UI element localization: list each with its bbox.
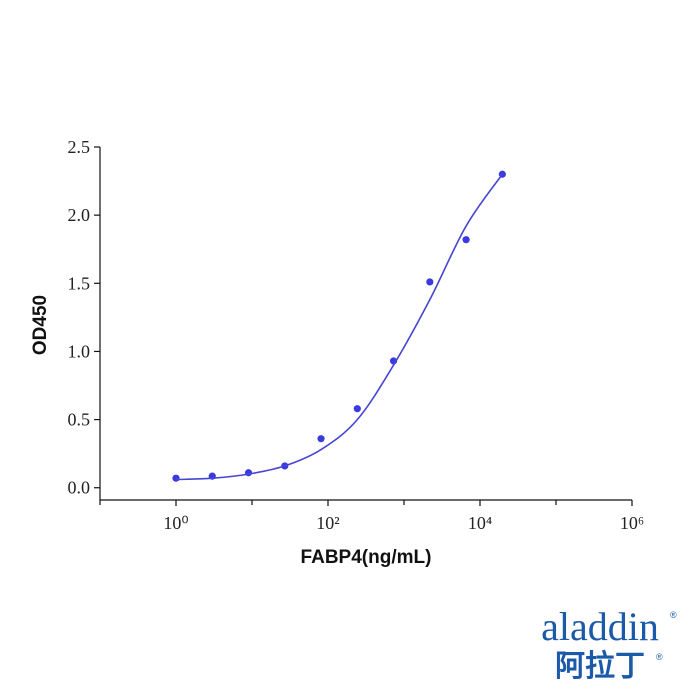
logo: aladdin ® 阿拉丁 ®	[541, 604, 677, 684]
logo-mark: ®	[656, 652, 663, 662]
x-axis-label: FABP4(ng/mL)	[301, 547, 432, 568]
logo-mark: ®	[670, 610, 677, 620]
x-tick-label: 10²	[316, 513, 339, 533]
logo-cn: 阿拉丁	[555, 649, 645, 684]
data-point	[426, 278, 434, 286]
data-point	[353, 405, 361, 413]
data-point	[462, 236, 470, 244]
y-tick-label: 1.0	[68, 341, 91, 361]
y-tick-label: 0.5	[68, 410, 91, 430]
y-tick-label: 0.0	[68, 478, 91, 498]
y-tick-label: 2.5	[68, 137, 91, 157]
x-tick-label: 10⁶	[620, 513, 644, 533]
y-axis-label: OD450	[30, 295, 51, 355]
fit-curve	[175, 173, 504, 481]
logo-text: aladdin	[541, 604, 659, 649]
y-tick-label: 2.0	[68, 205, 91, 225]
x-tick-label: 10⁴	[468, 513, 492, 533]
y-tick-label: 1.5	[68, 273, 91, 293]
data-point	[172, 474, 180, 482]
x-tick-label: 10⁰	[163, 513, 188, 533]
data-point	[317, 435, 325, 443]
